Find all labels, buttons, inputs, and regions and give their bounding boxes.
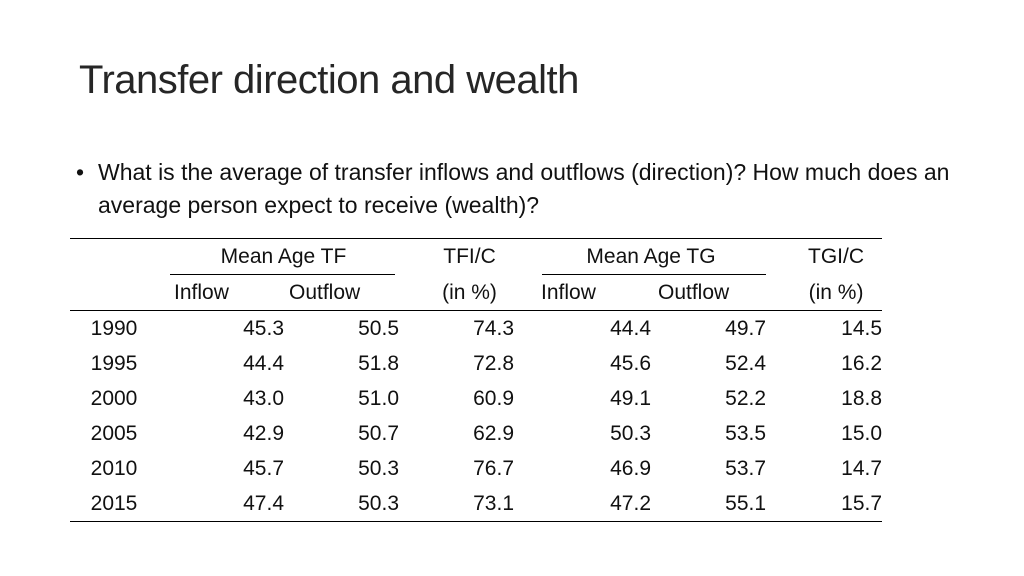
cell-tg-outflow: 49.7 xyxy=(725,316,767,340)
cell-tf-inflow: 45.3 xyxy=(243,316,284,340)
cell-tgi-c: 15.7 xyxy=(766,486,883,522)
cell-year: 2015 xyxy=(70,486,168,522)
cell-tf-inflow: 42.9 xyxy=(243,421,284,445)
table-row: 1995 44.4 51.8 72.8 45.6 52.4 16.2 xyxy=(70,346,882,381)
table-row: 2015 47.4 50.3 73.1 47.2 55.1 15.7 xyxy=(70,486,883,522)
cell-tg-outflow: 55.1 xyxy=(651,486,767,522)
transfer-table: Mean Age TF TFI/C Mean Age TG TGI/C Infl… xyxy=(70,238,883,522)
cell-year: 2010 xyxy=(90,456,138,480)
cell-tfi-c: 72.8 xyxy=(473,351,514,375)
subheader-tg-inflow: Inflow xyxy=(514,275,651,311)
cell-tg-outflow: 53.5 xyxy=(725,421,767,445)
subheader-tg-outflow: Outflow xyxy=(651,275,767,311)
cell-year: 1995 xyxy=(90,351,138,375)
cell-tfi-c: 76.7 xyxy=(473,456,514,480)
cell-tg-inflow: 45.6 xyxy=(610,351,651,375)
cell-tgi-c: 14.5 xyxy=(841,316,883,340)
cell-tf-outflow: 50.5 xyxy=(358,316,399,340)
header-mean-age-tf-rule xyxy=(170,274,395,275)
subheader-blank xyxy=(70,275,168,311)
header-tgi-c: TGI/C xyxy=(766,238,883,275)
cell-tgi-c: 15.0 xyxy=(841,421,883,445)
slide-title: Transfer direction and wealth xyxy=(79,58,579,102)
bullet-text: What is the average of transfer inflows … xyxy=(98,159,950,218)
cell-tf-outflow: 51.8 xyxy=(358,351,399,375)
cell-tfi-c: 73.1 xyxy=(399,486,514,522)
cell-tf-outflow: 50.7 xyxy=(358,421,399,445)
header-tfi-c: TFI/C xyxy=(399,238,514,275)
cell-tf-inflow: 47.4 xyxy=(168,486,284,522)
header-mean-age-tf: Mean Age TF xyxy=(168,238,399,275)
subheader-tfi-unit: (in %) xyxy=(399,275,514,311)
subheader-tf-outflow: Outflow xyxy=(284,275,399,311)
table-row: 2010 45.7 50.3 76.7 46.9 53.7 14.7 xyxy=(70,451,882,486)
cell-tfi-c: 62.9 xyxy=(473,421,514,445)
cell-tf-inflow: 43.0 xyxy=(243,386,284,410)
cell-tf-outflow: 51.0 xyxy=(358,386,399,410)
header-mean-age-tg: Mean Age TG xyxy=(514,238,767,275)
cell-tf-inflow: 44.4 xyxy=(243,351,284,375)
cell-tf-outflow: 50.3 xyxy=(284,486,399,522)
header-mean-age-tg-rule xyxy=(542,274,767,275)
cell-tg-outflow: 53.7 xyxy=(725,456,767,480)
cell-tfi-c: 74.3 xyxy=(473,316,514,340)
header-mean-age-tf-label: Mean Age TF xyxy=(220,245,347,268)
cell-tg-inflow: 49.1 xyxy=(610,386,651,410)
cell-tg-inflow: 44.4 xyxy=(610,316,651,340)
header-mean-age-tg-label: Mean Age TG xyxy=(586,245,716,268)
bullet-marker: • xyxy=(76,159,85,185)
cell-tg-inflow: 46.9 xyxy=(610,456,651,480)
table-row: 2005 42.9 50.7 62.9 50.3 53.5 15.0 xyxy=(70,416,882,451)
cell-tgi-c: 14.7 xyxy=(841,456,883,480)
table-row: 1990 45.3 50.5 74.3 44.4 49.7 14.5 xyxy=(70,311,882,347)
cell-tgi-c: 18.8 xyxy=(841,386,883,410)
cell-tg-outflow: 52.4 xyxy=(725,351,767,375)
header-blank xyxy=(70,238,168,275)
cell-tgi-c: 16.2 xyxy=(841,351,883,375)
cell-tf-outflow: 50.3 xyxy=(358,456,399,480)
cell-tf-inflow: 45.7 xyxy=(243,456,284,480)
header-row-groups: Mean Age TF TFI/C Mean Age TG TGI/C xyxy=(70,238,883,275)
cell-tg-outflow: 52.2 xyxy=(725,386,767,410)
subheader-tf-inflow: Inflow xyxy=(168,275,284,311)
bullet-point: • What is the average of transfer inflow… xyxy=(76,156,956,222)
cell-year: 2005 xyxy=(90,421,138,445)
cell-tg-inflow: 47.2 xyxy=(514,486,651,522)
cell-tg-inflow: 50.3 xyxy=(610,421,651,445)
subheader-tgi-unit: (in %) xyxy=(766,275,883,311)
cell-year: 1990 xyxy=(90,316,138,340)
cell-tfi-c: 60.9 xyxy=(473,386,514,410)
table-row: 2000 43.0 51.0 60.9 49.1 52.2 18.8 xyxy=(70,381,882,416)
cell-year: 2000 xyxy=(90,386,138,410)
header-row-sub: Inflow Outflow (in %) Inflow Outflow (in… xyxy=(70,275,883,311)
